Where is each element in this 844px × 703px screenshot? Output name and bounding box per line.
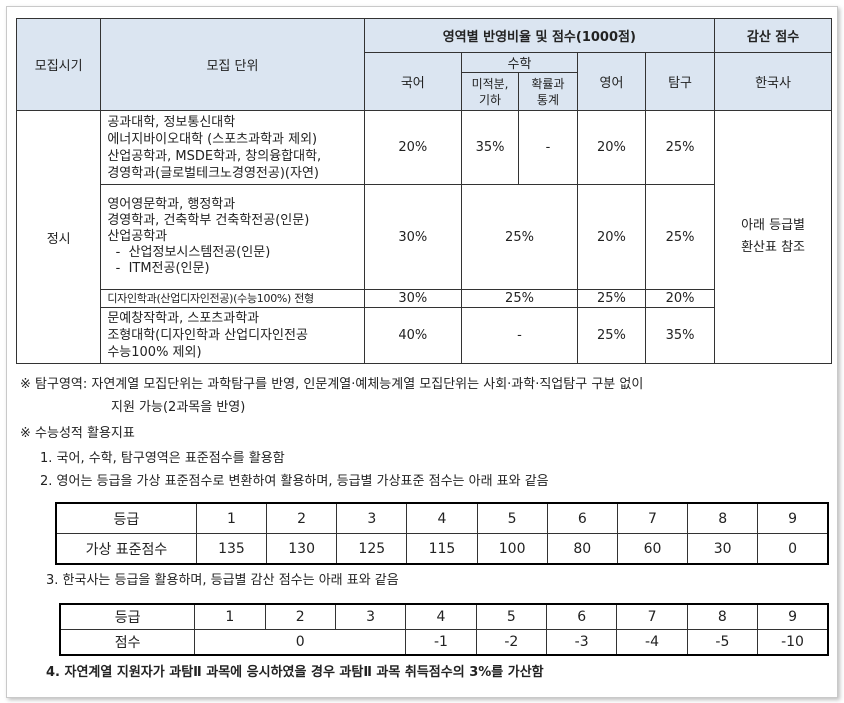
inquiry-cell: 20% <box>644 289 716 308</box>
header-ratio: 영역별 반영비율 및 점수(1000점) <box>363 18 716 53</box>
score-cell: -3 <box>545 629 618 656</box>
score-cell: -5 <box>686 629 759 656</box>
header-english: 영어 <box>576 52 647 111</box>
indicator-item-3: 3. 한국사는 등급을 활용하며, 등급별 감산 점수는 아래 표와 같음 <box>46 573 399 588</box>
header-math: 수학 <box>461 52 578 73</box>
grade-cell: 6 <box>545 603 618 630</box>
grade-cell: 7 <box>616 603 688 630</box>
grade-cell: 7 <box>616 502 689 534</box>
grade-cell: 5 <box>475 603 547 630</box>
header-history: 한국사 <box>714 52 832 111</box>
header-deduction: 감산 점수 <box>714 18 832 53</box>
header-math-probability: 확률과 통계 <box>517 72 578 111</box>
score-cell: 125 <box>336 533 408 565</box>
score-cell: 100 <box>476 533 548 565</box>
inquiry-note-line2: 지원 가능(2과목을 반영) <box>111 400 246 415</box>
grade-cell: 9 <box>757 502 829 534</box>
korean-cell: 30% <box>363 289 463 308</box>
math-calculus-cell: 35% <box>461 110 519 185</box>
header-unit: 모집 단위 <box>100 18 365 111</box>
grade-cell: 8 <box>687 502 759 534</box>
history-grade-table: 등급 1 2 3 4 5 6 7 8 9 점수 0 -1 -2 -3 -4 -5… <box>59 603 829 656</box>
grade-cell: 9 <box>757 603 829 630</box>
score-cell: 60 <box>616 533 689 565</box>
grade-cell: 6 <box>546 502 618 534</box>
grade-cell: 2 <box>264 603 336 630</box>
grade-cell: 8 <box>686 603 759 630</box>
grade-label: 등급 <box>59 603 196 630</box>
grade-cell: 2 <box>266 502 338 534</box>
period-cell: 정시 <box>15 110 102 364</box>
history-note-cell: 아래 등급별 환산표 참조 <box>714 110 832 364</box>
score-cell: 0 <box>757 533 829 565</box>
unit-cell: 공과대학, 정보통신대학 에너지바이오대학 (스포츠과학과 제외) 산업공학과,… <box>100 110 365 185</box>
grade-cell: 3 <box>336 502 408 534</box>
score-cell: -10 <box>757 629 829 656</box>
inquiry-cell: 25% <box>644 110 716 185</box>
header-math-calculus: 미적분, 기하 <box>461 72 519 111</box>
unit-cell: 영어영문학과, 행정학과 경영학과, 건축학부 건축학전공(인문) 산업공학과 … <box>100 184 365 290</box>
english-cell: 20% <box>576 110 647 185</box>
score-cell: 130 <box>266 533 338 565</box>
indicator-item-2: 2. 영어는 등급을 가상 표준점수로 변환하여 활용하며, 등급별 가상표준 … <box>40 474 549 489</box>
grade-cell: 3 <box>334 603 407 630</box>
inquiry-cell: 35% <box>644 307 716 364</box>
score-cell: 30 <box>687 533 759 565</box>
math-merged-cell: 25% <box>461 289 578 308</box>
english-grade-table: 등급 1 2 3 4 5 6 7 8 9 가상 표준점수 135 130 125… <box>55 502 829 565</box>
unit-cell: 디자인학과(산업디자인전공)(수능100%) 전형 <box>100 289 365 308</box>
math-probability-cell: - <box>517 110 578 185</box>
grade-cell: 5 <box>476 502 548 534</box>
grade-cell: 1 <box>194 603 266 630</box>
english-cell: 25% <box>576 307 647 364</box>
score-label: 점수 <box>59 629 196 656</box>
score-label: 가상 표준점수 <box>55 533 197 565</box>
math-merged-cell: 25% <box>461 184 578 290</box>
grade-cell: 4 <box>406 502 478 534</box>
korean-cell: 30% <box>363 184 463 290</box>
indicator-item-1: 1. 국어, 수학, 탐구영역은 표준점수를 활용함 <box>40 451 285 466</box>
inquiry-note-line1: ※ 탐구영역: 자연계열 모집단위는 과학탐구를 반영, 인문계열·예체능계열 … <box>20 377 644 392</box>
grade-label: 등급 <box>55 502 197 534</box>
indicator-item-4: 4. 자연계열 지원자가 과탐Ⅱ 과목에 응시하였을 경우 과탐Ⅱ 과목 취득점… <box>46 665 544 680</box>
math-merged-cell: - <box>461 307 578 364</box>
korean-cell: 20% <box>363 110 463 185</box>
score-cell: -4 <box>616 629 688 656</box>
header-korean: 국어 <box>363 52 463 111</box>
header-inquiry: 탐구 <box>644 52 716 111</box>
score-cell: 80 <box>546 533 618 565</box>
indicator-title: ※ 수능성적 활용지표 <box>20 426 135 441</box>
score-cell: -1 <box>405 629 477 656</box>
score-cell: -2 <box>475 629 547 656</box>
grade-cell: 1 <box>195 502 268 534</box>
korean-cell: 40% <box>363 307 463 364</box>
admission-ratio-table: 모집시기 모집 단위 영역별 반영비율 및 점수(1000점) 감산 점수 국어… <box>15 18 832 364</box>
grade-cell: 4 <box>405 603 477 630</box>
english-cell: 25% <box>576 289 647 308</box>
english-cell: 20% <box>576 184 647 290</box>
score-cell: 135 <box>195 533 268 565</box>
score-cell: 115 <box>406 533 478 565</box>
header-period: 모집시기 <box>15 18 102 111</box>
score-cell-zero: 0 <box>194 629 407 656</box>
inquiry-cell: 25% <box>644 184 716 290</box>
unit-cell: 문예창작학과, 스포츠과학과 조형대학(디자인학과 산업디자인전공 수능100%… <box>100 307 365 364</box>
